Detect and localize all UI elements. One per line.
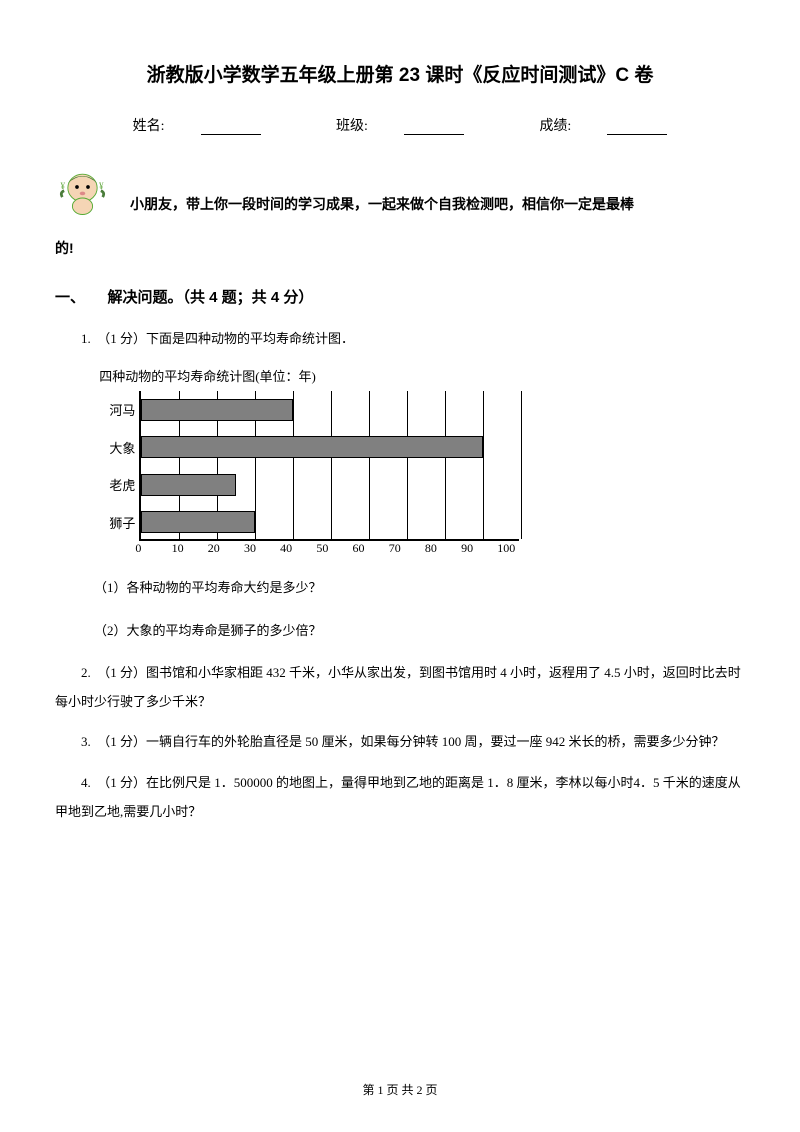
- page-title: 浙教版小学数学五年级上册第 23 课时《反应时间测试》C 卷: [55, 60, 745, 87]
- chart-bar: [141, 399, 293, 421]
- chart-y-label: 大象: [109, 429, 135, 466]
- bar-chart: 河马大象老虎狮子 0102030405060708090100: [109, 391, 539, 556]
- name-label: 姓名:: [133, 119, 165, 134]
- chart-gridline: [445, 391, 446, 539]
- chart-x-label: 80: [425, 541, 461, 556]
- chart-x-label: 10: [172, 541, 208, 556]
- chart-gridline: [521, 391, 522, 539]
- chart-x-label: 100: [497, 541, 533, 556]
- chart-gridline: [369, 391, 370, 539]
- class-blank[interactable]: [404, 121, 464, 135]
- chart-x-label: 40: [280, 541, 316, 556]
- question-2: 2. （1 分）图书馆和小华家相距 432 千米，小华从家出发，到图书馆用时 4…: [55, 659, 745, 716]
- name-blank[interactable]: [201, 121, 261, 135]
- mascot-row: ¥ ¥ 小朋友，带上你一段时间的学习成果，一起来做个自我检测吧，相信你一定是最棒: [55, 165, 745, 220]
- mascot-icon: ¥ ¥: [55, 165, 110, 220]
- chart-bar: [141, 436, 483, 458]
- chart-x-label: 60: [353, 541, 389, 556]
- chart-x-label: 70: [389, 541, 425, 556]
- question-1: 1. （1 分）下面是四种动物的平均寿命统计图．: [55, 325, 745, 354]
- score-blank[interactable]: [607, 121, 667, 135]
- section-heading: 一、 解决问题。（共 4 题；共 4 分）: [55, 286, 745, 307]
- question-1-sub2: （2）大象的平均寿命是狮子的多少倍？: [68, 617, 745, 646]
- chart-x-label: 90: [461, 541, 497, 556]
- score-label: 成绩:: [539, 119, 571, 134]
- question-3: 3. （1 分）一辆自行车的外轮胎直径是 50 厘米，如果每分钟转 100 周，…: [55, 728, 745, 757]
- svg-text:¥: ¥: [99, 181, 104, 191]
- chart-y-label: 老虎: [109, 466, 135, 503]
- chart-x-labels: 0102030405060708090100: [143, 541, 533, 556]
- chart-y-label: 河马: [109, 391, 135, 428]
- chart-x-label: 50: [316, 541, 352, 556]
- chart-y-labels: 河马大象老虎狮子: [109, 391, 139, 541]
- chart-y-label: 狮子: [109, 504, 135, 541]
- chart-bar: [141, 511, 255, 533]
- chart-gridline: [293, 391, 294, 539]
- chart-title: 四种动物的平均寿命统计图(单位：年): [99, 366, 745, 385]
- chart-x-label: 30: [244, 541, 280, 556]
- chart-gridline: [331, 391, 332, 539]
- info-line: 姓名: 班级: 成绩:: [55, 115, 745, 135]
- encouragement-line1: 小朋友，带上你一段时间的学习成果，一起来做个自我检测吧，相信你一定是最棒: [130, 189, 745, 220]
- chart-plot: [139, 391, 519, 541]
- chart-gridline: [407, 391, 408, 539]
- chart-bar: [141, 474, 236, 496]
- svg-text:¥: ¥: [61, 181, 66, 191]
- page-footer: 第 1 页 共 2 页: [0, 1081, 800, 1098]
- chart-x-label: 0: [135, 541, 171, 556]
- question-1-sub1: （1）各种动物的平均寿命大约是多少？: [68, 574, 745, 603]
- encouragement-line2: 的!: [55, 230, 745, 266]
- chart-x-label: 20: [208, 541, 244, 556]
- class-label: 班级:: [336, 119, 368, 134]
- question-4: 4. （1 分）在比例尺是 1．500000 的地图上，量得甲地到乙地的距离是 …: [55, 769, 745, 826]
- chart-gridline: [483, 391, 484, 539]
